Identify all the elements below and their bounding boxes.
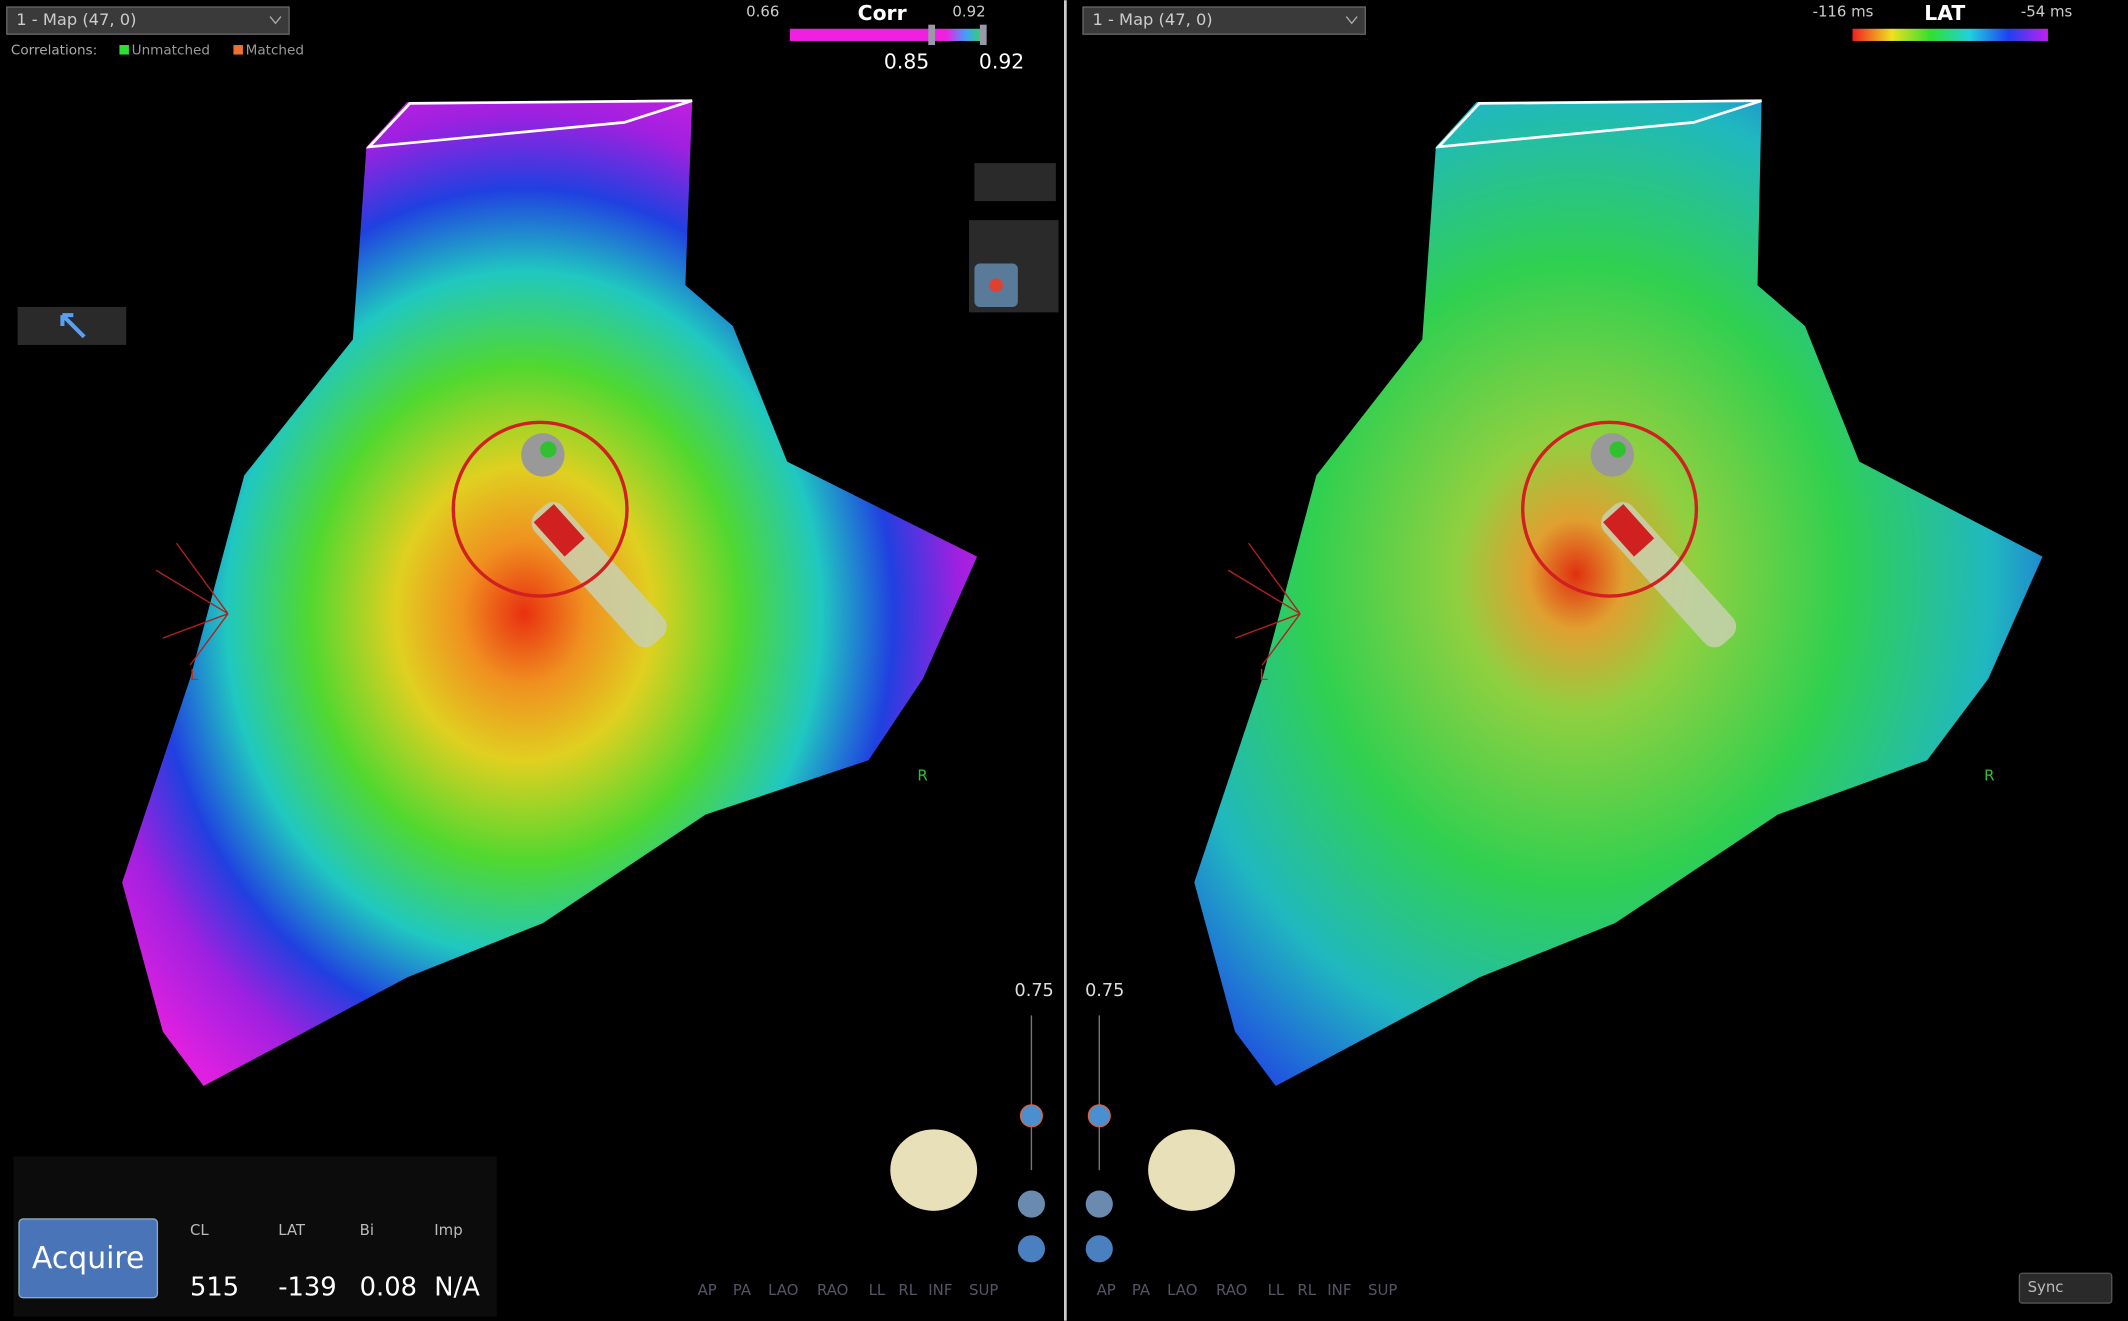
tool-icon <box>989 278 1003 293</box>
valve-outline <box>1435 99 1762 149</box>
colorbar-min: 0.66 <box>746 2 779 20</box>
rotate-button[interactable] <box>1085 1235 1113 1263</box>
info-value: N/A <box>434 1273 480 1303</box>
view-button[interactable]: SUP <box>969 1281 998 1299</box>
view-button[interactable]: RAO <box>1216 1281 1247 1299</box>
zoom-button[interactable] <box>1085 1190 1113 1218</box>
view-button[interactable]: INF <box>928 1281 952 1299</box>
map-selector-label: 1 - Map (47, 0) <box>1093 10 1213 29</box>
opacity-label: 0.75 <box>1085 981 1124 1001</box>
heart-icon <box>890 1129 978 1211</box>
acquire-label: Acquire <box>32 1241 144 1276</box>
legend-swatch <box>233 45 243 55</box>
view-button[interactable]: SUP <box>1368 1281 1397 1299</box>
orientation-label: L <box>190 666 199 684</box>
view-button[interactable]: LAO <box>1167 1281 1197 1299</box>
colorbar <box>1852 28 2048 41</box>
heart-icon <box>1148 1129 1235 1211</box>
slider-knob[interactable] <box>1019 1104 1043 1128</box>
view-button[interactable]: RL <box>898 1281 917 1299</box>
left-panel: 1 - Map (47, 0) Correlations: Unmatched … <box>6 1 1059 1317</box>
axis-indicator <box>1227 542 1301 666</box>
orientation-label: R <box>917 767 927 785</box>
colorbar <box>789 28 986 41</box>
view-button[interactable]: PA <box>733 1281 752 1299</box>
colorbar-title: Corr <box>858 1 907 25</box>
view-button[interactable]: RAO <box>817 1281 848 1299</box>
view-button[interactable]: PA <box>1132 1281 1151 1299</box>
axis-indicator <box>155 542 229 666</box>
right-panel: 1 - Map (47, 0) -116 ms LAT -54 ms L R 0… <box>1082 1 2113 1304</box>
catheter <box>1521 420 1737 648</box>
legend-swatch <box>119 45 129 55</box>
legend-label: Matched <box>246 42 304 58</box>
view-button[interactable]: LAO <box>768 1281 798 1299</box>
info-value: 515 <box>190 1273 239 1303</box>
info-header: LAT <box>278 1221 306 1239</box>
orientation-label: L <box>1259 666 1268 684</box>
catheter <box>451 420 667 648</box>
colorbar-max: -54 ms <box>2021 2 2073 20</box>
colorbar-handle[interactable] <box>979 24 987 46</box>
colorbar-max: 0.92 <box>952 2 985 20</box>
tool-button[interactable] <box>974 163 1056 202</box>
legend-label: Unmatched <box>132 42 210 58</box>
zoom-button[interactable] <box>1017 1190 1045 1218</box>
slider-knob[interactable] <box>1087 1104 1111 1128</box>
colorbar-handle[interactable] <box>928 24 936 46</box>
sync-label: Sync <box>2028 1278 2064 1296</box>
info-header: CL <box>190 1221 209 1239</box>
sync-dropdown[interactable] <box>2018 1272 2113 1304</box>
opacity-label: 0.75 <box>1015 981 1054 1001</box>
view-button[interactable]: AP <box>698 1281 717 1299</box>
view-button[interactable]: LL <box>1268 1281 1285 1299</box>
info-header: Imp <box>434 1221 462 1239</box>
acquire-button[interactable] <box>18 1218 159 1299</box>
map-selector-label: 1 - Map (47, 0) <box>16 10 136 29</box>
colorbar-min: -116 ms <box>1813 2 1874 20</box>
map-selector[interactable] <box>6 6 290 35</box>
view-button[interactable]: AP <box>1097 1281 1116 1299</box>
map-selector[interactable] <box>1082 6 1366 35</box>
correlations-label: Correlations: <box>11 42 97 58</box>
dropdown-arrow <box>269 16 282 25</box>
colorbar-title: LAT <box>1924 1 1965 25</box>
dropdown-arrow <box>1345 16 1358 25</box>
colorbar-high: 0.92 <box>979 50 1024 74</box>
colorbar-low: 0.85 <box>884 50 929 74</box>
tool-icon <box>60 313 86 339</box>
view-button[interactable]: RL <box>1297 1281 1316 1299</box>
rotate-button[interactable] <box>1017 1235 1045 1263</box>
info-value: 0.08 <box>360 1273 417 1303</box>
orientation-label: R <box>1984 767 1994 785</box>
view-button[interactable]: INF <box>1327 1281 1351 1299</box>
info-value: -139 <box>278 1273 336 1303</box>
view-button[interactable]: LL <box>869 1281 886 1299</box>
info-header: Bi <box>360 1221 374 1239</box>
valve-outline <box>365 99 693 149</box>
